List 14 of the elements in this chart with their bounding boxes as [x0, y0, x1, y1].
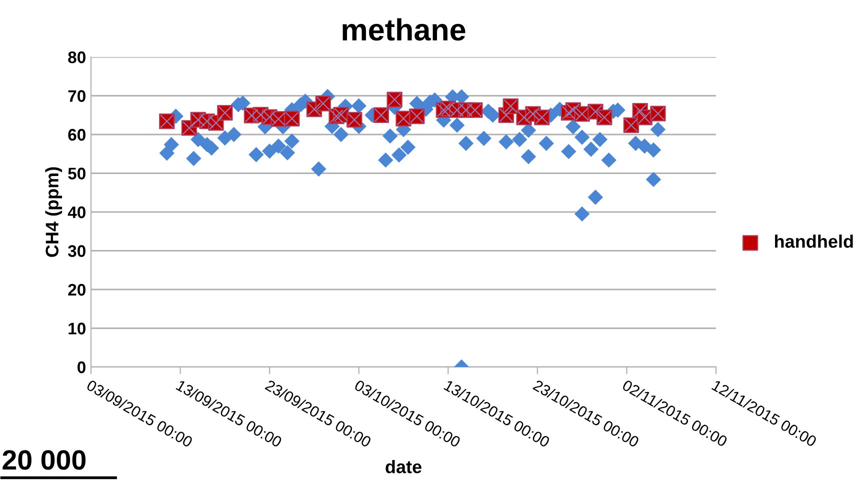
y-tick-label: 60 — [68, 128, 86, 141]
y-tick-label: 80 — [68, 51, 86, 64]
y-tick-label: 0 — [78, 361, 86, 374]
chart-title: methane — [342, 18, 466, 41]
text: 20 000 — [2, 450, 86, 470]
y-tick-label: 10 — [68, 322, 86, 334]
y-axis-title: CH4 (ppm) — [45, 167, 62, 257]
y-tick-label: 70 — [68, 90, 86, 102]
y-tick-label: 50 — [68, 168, 86, 180]
x-axis-title: date — [386, 460, 422, 474]
y-tick-label: 30 — [68, 245, 86, 257]
y-tick-label: 20 — [68, 284, 86, 296]
y-tick-label: 40 — [68, 206, 86, 218]
legend-label: handheld — [775, 234, 853, 248]
